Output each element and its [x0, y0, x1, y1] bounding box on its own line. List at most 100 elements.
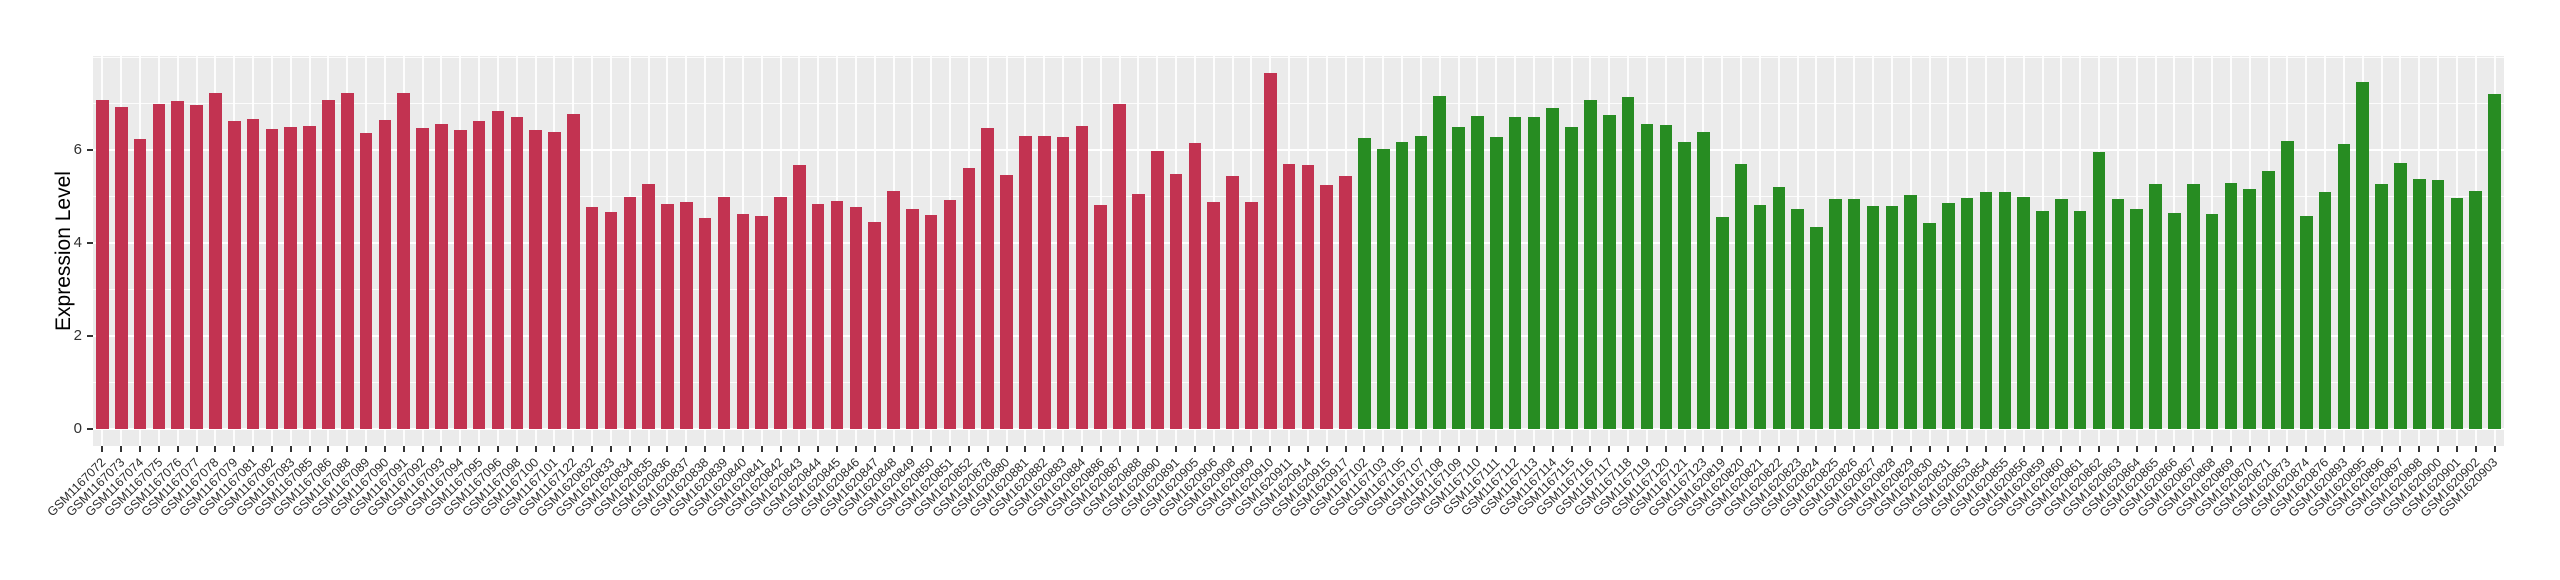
- bar-GSM1167121: [1678, 142, 1691, 429]
- x-axis-tick-mark: [383, 446, 386, 452]
- bar-GSM1620898: [2412, 178, 2426, 429]
- x-axis-tick-mark: [252, 446, 255, 452]
- bar-GSM1620852: [962, 167, 976, 429]
- x-axis-tick-mark: [1871, 446, 1874, 452]
- bar-GSM1167105: [1395, 141, 1409, 429]
- bar-GSM1620871: [2262, 171, 2275, 429]
- gridline-minor-y8: [93, 56, 2504, 58]
- bar-GSM1620897: [2394, 163, 2407, 429]
- bar-GSM1167074: [133, 139, 147, 429]
- x-axis-tick-mark: [2248, 446, 2251, 452]
- x-axis-tick-mark: [2493, 446, 2496, 452]
- bar-GSM1620902: [2469, 191, 2483, 429]
- bar-GSM1620820: [1734, 164, 1748, 429]
- x-axis-tick-mark: [365, 446, 368, 452]
- bar-GSM1167116: [1584, 100, 1597, 429]
- bar-GSM1167081: [246, 119, 260, 429]
- bar-GSM1167072: [96, 100, 109, 429]
- x-axis-tick-mark: [2079, 446, 2082, 452]
- x-axis-tick-mark: [2116, 446, 2119, 452]
- x-axis-tick-mark: [817, 446, 820, 452]
- x-axis-tick-mark: [1890, 446, 1893, 452]
- x-axis-tick-mark: [346, 446, 349, 452]
- bar-GSM1620867: [2186, 184, 2200, 429]
- bar-GSM1167119: [1640, 123, 1654, 429]
- x-axis-tick-mark: [421, 446, 424, 452]
- x-axis-tick-mark: [1608, 446, 1611, 452]
- x-axis-tick-mark: [1702, 446, 1705, 452]
- bar-GSM1620862: [2092, 152, 2106, 429]
- bar-GSM1620850: [924, 215, 938, 429]
- x-axis-tick-mark: [2418, 446, 2421, 452]
- gridline-minor-y3: [93, 288, 2504, 290]
- bar-GSM1167118: [1621, 97, 1635, 429]
- bar-GSM1167088: [340, 92, 354, 429]
- bar-GSM1167100: [529, 129, 542, 429]
- bar-GSM1167079: [227, 120, 241, 429]
- x-axis-tick-mark: [2098, 446, 2101, 452]
- x-axis-tick-mark: [2305, 446, 2308, 452]
- x-axis-tick-mark: [2211, 446, 2214, 452]
- bar-GSM1167103: [1376, 148, 1390, 429]
- gridline-major-y6: [93, 149, 2504, 152]
- bar-GSM1620824: [1810, 226, 1823, 429]
- bar-GSM1167107: [1414, 135, 1428, 429]
- bar-GSM1167093: [435, 123, 448, 429]
- bar-GSM1620855: [1998, 192, 2012, 429]
- bar-GSM1620827: [1866, 205, 1880, 429]
- bar-GSM1620893: [2337, 144, 2351, 429]
- x-axis-tick-mark: [534, 446, 537, 452]
- bar-GSM1620849: [906, 209, 919, 429]
- x-axis-tick-mark: [139, 446, 142, 452]
- x-axis-tick-mark: [440, 446, 443, 452]
- bar-GSM1620821: [1753, 204, 1767, 429]
- x-axis-tick-mark: [1288, 446, 1291, 452]
- x-axis-tick-mark: [1193, 446, 1196, 452]
- x-axis-tick-mark: [1853, 446, 1856, 452]
- bar-GSM1167077: [190, 104, 203, 429]
- x-axis-tick-mark: [1306, 446, 1309, 452]
- x-axis-tick-mark: [760, 446, 763, 452]
- x-axis-tick-mark: [1551, 446, 1554, 452]
- bar-GSM1167091: [397, 92, 411, 429]
- bar-GSM1620866: [2168, 213, 2181, 429]
- x-axis-tick-mark: [1495, 446, 1498, 452]
- x-axis-tick-mark: [478, 446, 481, 452]
- x-axis-tick-mark: [2022, 446, 2025, 452]
- bar-GSM1620876: [2318, 192, 2332, 429]
- bar-GSM1167095: [472, 121, 486, 429]
- x-axis-tick-mark: [2173, 446, 2176, 452]
- x-axis-tick-mark: [2342, 446, 2345, 452]
- x-axis-tick-mark: [2455, 446, 2458, 452]
- x-axis-tick-mark: [1137, 446, 1140, 452]
- bar-GSM1620878: [981, 128, 994, 429]
- bar-GSM1620842: [774, 196, 787, 429]
- bar-GSM1167092: [416, 128, 429, 429]
- bar-GSM1620838: [698, 218, 712, 429]
- x-axis-tick-mark: [704, 446, 707, 452]
- x-axis-tick-mark: [1269, 446, 1272, 452]
- bar-GSM1620864: [2130, 209, 2143, 429]
- bar-GSM1620837: [680, 201, 693, 429]
- bar-GSM1167101: [548, 132, 561, 429]
- bar-GSM1167109: [1452, 126, 1465, 429]
- bar-GSM1620859: [2036, 210, 2049, 429]
- bar-GSM1620901: [2450, 197, 2464, 429]
- x-axis-tick-mark: [1382, 446, 1385, 452]
- x-axis-tick-mark: [2267, 446, 2270, 452]
- x-axis-tick-mark: [1457, 446, 1460, 452]
- gridline-minor-y1: [93, 381, 2504, 383]
- x-axis-tick-mark: [1363, 446, 1366, 452]
- bar-GSM1620870: [2243, 188, 2256, 429]
- bar-GSM1167122: [567, 114, 580, 429]
- x-axis-tick-mark: [986, 446, 989, 452]
- bar-GSM1167094: [454, 129, 467, 429]
- bar-GSM1167082: [265, 128, 279, 429]
- x-axis-tick-mark: [2286, 446, 2289, 452]
- bar-GSM1620863: [2111, 198, 2125, 429]
- bar-GSM1620819: [1716, 217, 1729, 429]
- bar-GSM1167102: [1358, 138, 1371, 429]
- bar-GSM1167078: [209, 92, 222, 429]
- bar-GSM1620831: [1942, 203, 1955, 429]
